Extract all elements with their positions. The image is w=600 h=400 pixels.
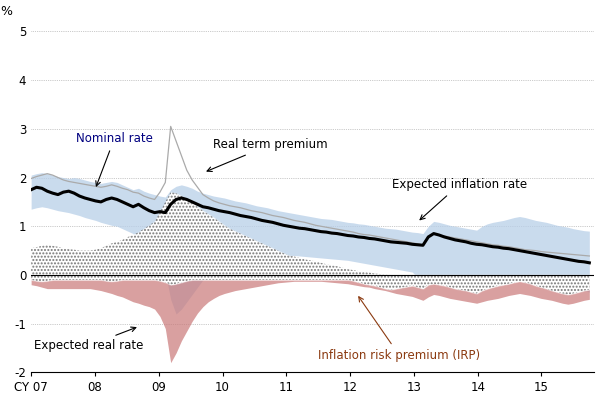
- Text: %: %: [0, 5, 12, 18]
- Text: Inflation risk premium (IRP): Inflation risk premium (IRP): [318, 297, 481, 362]
- Text: Expected real rate: Expected real rate: [34, 327, 143, 352]
- Text: Real term premium: Real term premium: [207, 138, 328, 172]
- Text: Expected inflation rate: Expected inflation rate: [392, 178, 527, 220]
- Text: Nominal rate: Nominal rate: [76, 132, 152, 186]
